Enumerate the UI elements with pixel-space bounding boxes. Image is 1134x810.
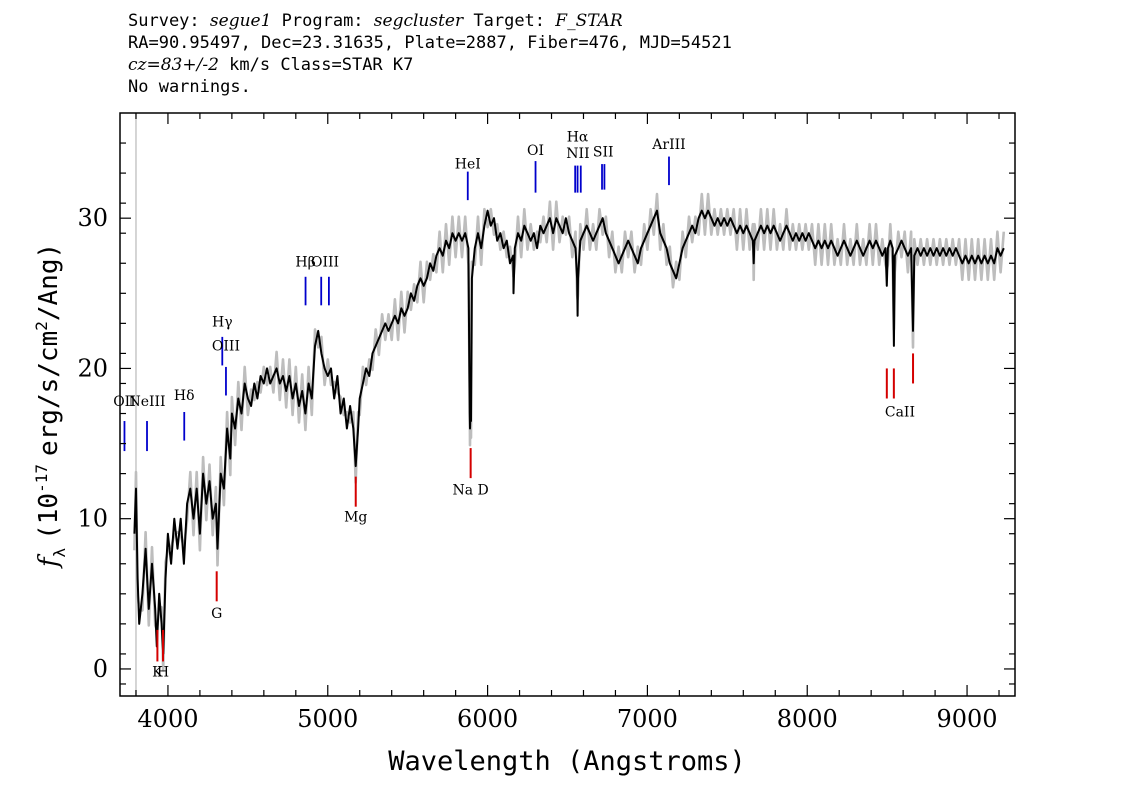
emission-line-label: OIII (311, 254, 339, 270)
absorption-line-label: G (211, 606, 222, 622)
emission-line-label: SII (593, 145, 614, 161)
y-tick-label: 30 (77, 204, 108, 232)
survey-value: segue1 (209, 11, 272, 31)
header-line-4: No warnings. (128, 77, 251, 97)
emission-line-label: NeIII (128, 394, 165, 410)
program-value: segcluster (373, 11, 464, 31)
target-label: Target: (473, 11, 546, 31)
y-axis-title: fλ(10-17erg/s/cm2/Ang) (32, 243, 69, 569)
error-band-layer (133, 113, 1006, 696)
flux-line-layer (133, 209, 1005, 655)
flux-line (133, 209, 1005, 655)
y-tick-label: 20 (77, 354, 108, 382)
emission-line-label: Hβ (295, 254, 315, 270)
plot-frame (119, 112, 1016, 697)
program-label: Program: (281, 11, 364, 31)
emission-line-label: NII (566, 146, 589, 162)
emission-line-label: ArIII (651, 137, 685, 153)
x-axis-title: Wavelength (Angstroms) (388, 746, 746, 777)
header-line-3: cz=83+/-2 km/s Class=STAR K7 (128, 54, 732, 76)
absorption-line-label: CaII (885, 405, 915, 421)
x-tick-label: 9000 (937, 705, 998, 733)
emission-line-label: Hα (567, 130, 589, 146)
y-tick-label: 0 (93, 655, 108, 683)
absorption-line-label: K (152, 664, 163, 680)
axes-layer: 4000 5000 6000 7000 8000 9000 0 10 20 30 (77, 113, 1015, 733)
absorption-line-label: Na D (453, 483, 489, 499)
spectrum-header: Survey: segue1 Program: segcluster Targe… (128, 10, 732, 98)
emission-line-label: Hγ (212, 314, 233, 330)
redshift-value: cz=83+/-2 (128, 55, 219, 75)
x-tick-label: 8000 (777, 705, 838, 733)
x-tick-label: 5000 (297, 705, 358, 733)
x-tick-label: 7000 (617, 705, 678, 733)
header-line-2: RA=90.95497, Dec=23.31635, Plate=2887, F… (128, 33, 732, 53)
absorption-line-label: H (157, 664, 169, 680)
target-value: F_STAR (555, 11, 623, 31)
class-text: km/s Class=STAR K7 (229, 55, 414, 75)
x-tick-label: 4000 (137, 705, 198, 733)
flux-error-band (133, 192, 1006, 672)
survey-label: Survey: (128, 11, 200, 31)
emission-line-label: Hδ (174, 388, 195, 404)
emission-line-label: HeI (455, 157, 481, 173)
y-tick-label: 10 (77, 505, 108, 533)
absorption-line-label: Mg (344, 510, 367, 526)
header-line-1: Survey: segue1 Program: segcluster Targe… (128, 10, 732, 32)
emission-line-label: OII (113, 394, 136, 410)
x-tick-label: 6000 (457, 705, 518, 733)
emission-line-label: OI (527, 143, 544, 159)
emission-line-label: OIII (212, 338, 240, 354)
